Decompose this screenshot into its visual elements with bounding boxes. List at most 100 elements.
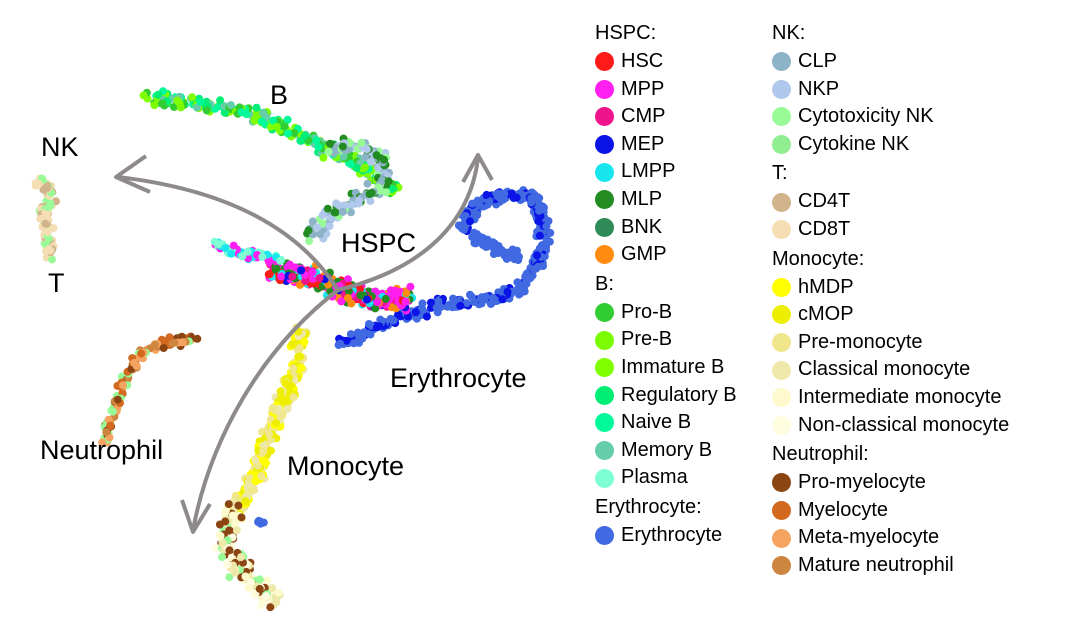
cell-point xyxy=(305,237,314,246)
cell-point xyxy=(178,338,187,347)
legend-swatch xyxy=(772,277,791,297)
legend-label: CMP xyxy=(621,105,666,128)
cell-point xyxy=(512,193,521,202)
legend-swatch xyxy=(595,245,614,265)
cell-point xyxy=(223,560,232,569)
legend-swatch xyxy=(595,107,614,127)
legend-label: CD8T xyxy=(798,217,851,240)
cell-point xyxy=(269,403,277,412)
cell-point xyxy=(489,294,498,302)
legend-swatch xyxy=(772,107,791,127)
legend-swatch xyxy=(772,79,791,99)
legend-item: Intermediate monocyte xyxy=(772,384,1009,412)
cell-point xyxy=(355,332,363,341)
legend-label: HSC xyxy=(621,50,664,72)
cell-point xyxy=(257,601,266,610)
cell-point xyxy=(356,291,365,300)
cell-point xyxy=(456,301,465,310)
cell-point xyxy=(404,312,412,321)
legend-item: hMDP xyxy=(772,274,1009,302)
cell-point xyxy=(366,157,375,166)
cell-point xyxy=(243,247,252,256)
cell-point xyxy=(357,138,366,147)
cell-point xyxy=(119,381,127,390)
cell-point xyxy=(316,230,325,239)
cell-point xyxy=(535,231,544,240)
legend-swatch xyxy=(772,52,791,72)
legend-item: MEP xyxy=(595,131,737,159)
cell-point xyxy=(106,421,115,430)
cell-point xyxy=(260,457,269,466)
legend-item: Myelocyte xyxy=(772,497,1009,525)
cell-point xyxy=(297,266,306,275)
cell-point xyxy=(231,491,240,500)
cell-point xyxy=(319,153,328,162)
legend-label: Memory B xyxy=(621,438,713,461)
legend-label: Pro-B xyxy=(621,300,673,323)
legend-item: HSC xyxy=(595,48,737,76)
cell-point xyxy=(139,91,148,100)
cell-point xyxy=(339,152,348,161)
cell-point xyxy=(515,286,524,294)
legend-label: LMPP xyxy=(621,160,676,183)
legend-swatch xyxy=(595,79,614,99)
cell-point xyxy=(295,344,304,353)
cell-point xyxy=(542,243,550,252)
arrowhead-monocyte xyxy=(180,499,212,534)
cell-point xyxy=(336,201,345,210)
cell-point xyxy=(132,362,141,370)
cell-point xyxy=(220,108,229,117)
cell-point xyxy=(503,287,512,296)
cell-point xyxy=(354,196,363,205)
cell-point xyxy=(188,93,197,102)
cell-point xyxy=(234,501,243,510)
legend-label: Pre-B xyxy=(621,328,673,351)
arrow-to-erythrocyte xyxy=(337,157,480,292)
cell-point xyxy=(225,546,234,555)
cell-point xyxy=(276,387,285,396)
cell-point xyxy=(349,339,358,348)
cell-point xyxy=(331,208,340,217)
cell-point xyxy=(326,214,335,223)
cell-point xyxy=(272,264,281,273)
cell-point xyxy=(221,244,230,253)
cell-point xyxy=(288,272,297,281)
legend-item: Erythrocyte xyxy=(595,522,737,550)
cell-point xyxy=(338,142,347,151)
legend-label: Myelocyte xyxy=(798,498,889,521)
cell-point xyxy=(507,251,515,260)
legend-item: LMPP xyxy=(595,158,737,186)
legend-item: Meta-myelocyte xyxy=(772,524,1009,552)
cell-point xyxy=(522,269,531,278)
legend-group-title: B: xyxy=(595,272,614,295)
legend-item: Cytotoxicity NK xyxy=(772,103,1009,131)
legend-label: MEP xyxy=(621,132,665,155)
legend-item: NKP xyxy=(772,76,1009,104)
legend-swatch xyxy=(595,413,614,433)
cell-point xyxy=(231,568,239,577)
cell-point xyxy=(362,295,371,304)
cell-point xyxy=(301,277,310,285)
cell-point xyxy=(251,477,260,486)
cluster-label-b: B xyxy=(270,80,289,110)
cell-point xyxy=(313,223,322,232)
legend-item: Immature B xyxy=(595,354,737,382)
cell-point xyxy=(527,194,536,203)
cell-point xyxy=(280,122,289,131)
cell-point xyxy=(237,108,246,117)
cell-point xyxy=(272,598,281,607)
cell-point xyxy=(158,99,167,108)
cell-point xyxy=(477,293,486,302)
cell-point xyxy=(337,297,346,306)
cell-point xyxy=(373,298,382,307)
cell-point xyxy=(289,340,298,349)
cell-point xyxy=(347,200,356,209)
legend-label: Plasma xyxy=(621,466,688,489)
legend-item: Classical monocyte xyxy=(772,356,1009,384)
cell-point xyxy=(229,241,238,250)
legend-item: cMOP xyxy=(772,301,1009,329)
cell-point xyxy=(466,217,474,226)
cell-point xyxy=(264,270,273,279)
cell-point xyxy=(221,508,230,517)
legend-label: Meta-myelocyte xyxy=(798,526,940,549)
